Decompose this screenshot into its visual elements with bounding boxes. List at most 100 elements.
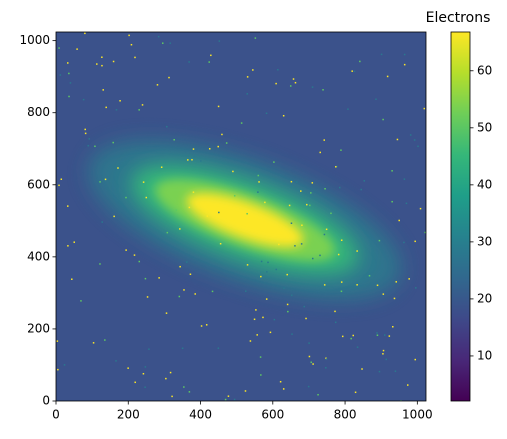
colorbar-tick-label: 30 xyxy=(477,234,492,248)
speckle xyxy=(360,188,362,191)
speckle xyxy=(162,42,164,44)
x-tick-label: 600 xyxy=(261,408,284,422)
speckle xyxy=(146,296,149,298)
speckle xyxy=(191,158,193,161)
speckle xyxy=(206,215,209,217)
speckle xyxy=(169,371,172,374)
speckle xyxy=(308,342,310,344)
speckle xyxy=(363,180,366,182)
speckle xyxy=(84,128,86,131)
speckle xyxy=(165,312,168,314)
speckle xyxy=(391,170,393,172)
speckle xyxy=(405,202,408,205)
speckle xyxy=(99,263,101,265)
speckle xyxy=(188,61,190,63)
speckle xyxy=(273,318,276,321)
colorbar xyxy=(450,31,471,402)
speckle xyxy=(414,358,417,361)
speckle xyxy=(407,384,409,386)
speckle xyxy=(233,195,236,197)
speckle xyxy=(301,224,303,227)
speckle xyxy=(144,277,147,280)
speckle xyxy=(289,85,292,87)
speckle xyxy=(266,271,268,273)
speckle xyxy=(334,310,336,313)
x-tick-label: 800 xyxy=(334,408,357,422)
speckle xyxy=(244,290,247,292)
speckle xyxy=(340,149,342,151)
speckle xyxy=(181,347,184,350)
speckle xyxy=(224,398,227,401)
speckle xyxy=(262,316,264,319)
speckle xyxy=(104,178,107,181)
speckle xyxy=(340,290,343,293)
speckle xyxy=(157,35,160,38)
speckle xyxy=(317,393,319,396)
speckle xyxy=(386,75,389,78)
speckle xyxy=(221,133,223,136)
speckle xyxy=(414,240,416,243)
speckle xyxy=(275,268,278,271)
speckle xyxy=(96,63,98,65)
speckle xyxy=(179,265,181,268)
speckle xyxy=(382,293,385,295)
speckle xyxy=(283,287,285,289)
speckle xyxy=(378,239,381,242)
speckle xyxy=(84,32,86,35)
speckle xyxy=(158,277,160,279)
speckle xyxy=(305,317,307,320)
speckle xyxy=(67,62,69,64)
speckle xyxy=(115,109,118,111)
speckle xyxy=(218,40,221,42)
speckle xyxy=(403,178,406,180)
speckle xyxy=(325,358,328,360)
speckle xyxy=(319,151,321,154)
speckle xyxy=(354,391,357,394)
speckle xyxy=(356,250,358,252)
speckle xyxy=(166,231,169,234)
speckle xyxy=(92,342,95,344)
speckle xyxy=(112,60,115,63)
speckle xyxy=(376,284,379,287)
speckle xyxy=(263,219,265,222)
speckle xyxy=(254,37,257,39)
speckle xyxy=(205,324,208,326)
x-tick-label: 0 xyxy=(52,408,60,422)
speckle xyxy=(188,391,191,393)
speckle xyxy=(84,132,87,135)
speckle xyxy=(286,273,288,276)
speckle xyxy=(264,201,266,204)
speckle xyxy=(192,148,195,150)
speckle xyxy=(282,388,285,390)
speckle xyxy=(183,386,185,388)
speckle xyxy=(311,86,314,88)
speckle xyxy=(125,196,127,199)
speckle xyxy=(415,287,417,289)
speckle xyxy=(104,339,106,341)
speckle xyxy=(339,186,341,189)
y-tick-label: 1000 xyxy=(19,33,50,47)
speckle xyxy=(288,204,291,207)
speckle xyxy=(178,295,181,298)
speckle xyxy=(323,233,326,236)
speckle xyxy=(385,358,388,361)
speckle xyxy=(359,60,361,63)
speckle xyxy=(269,331,272,334)
speckle xyxy=(101,64,103,67)
speckle xyxy=(291,333,293,335)
speckle xyxy=(325,366,327,369)
y-tick-label: 600 xyxy=(27,177,50,191)
speckle xyxy=(378,370,381,373)
speckle xyxy=(300,243,303,245)
speckle xyxy=(290,180,293,183)
y-tick-label: 400 xyxy=(27,249,50,263)
speckle xyxy=(295,181,298,183)
speckle xyxy=(69,82,72,84)
speckle xyxy=(144,366,147,368)
speckle xyxy=(267,261,269,264)
speckle xyxy=(87,144,89,147)
speckle xyxy=(376,332,378,334)
speckle xyxy=(408,278,410,280)
speckle xyxy=(376,334,379,336)
speckle xyxy=(309,204,311,207)
